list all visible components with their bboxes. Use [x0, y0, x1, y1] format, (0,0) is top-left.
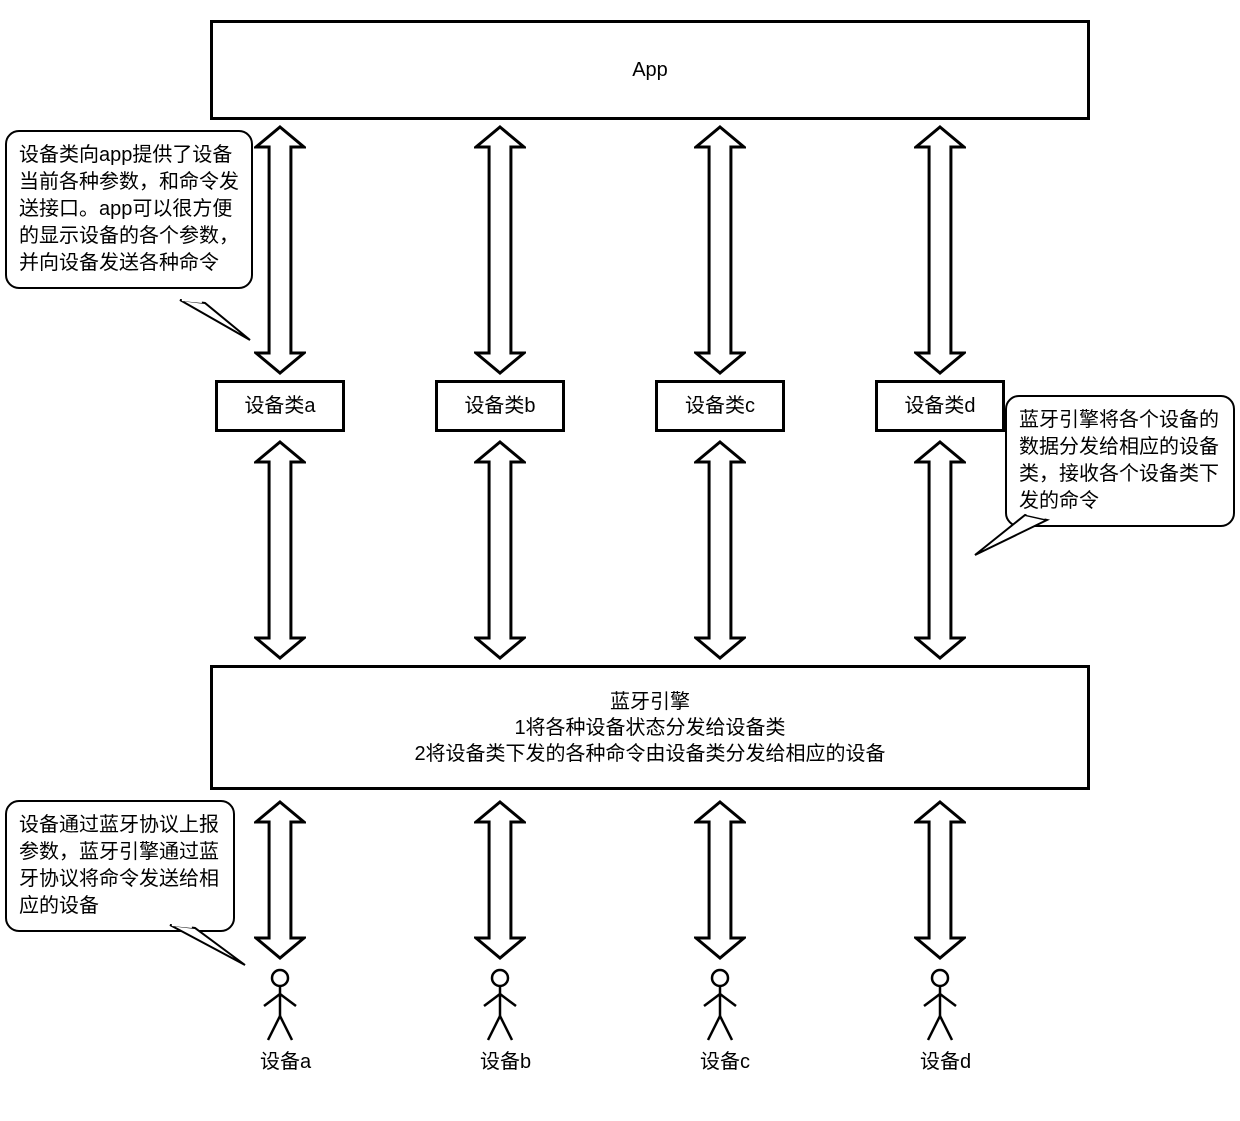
callout-bottom-left: 设备通过蓝牙协议上报参数，蓝牙引擎通过蓝牙协议将命令发送给相应的设备 [5, 800, 235, 932]
device-class-a-label: 设备类a [244, 393, 315, 419]
device-a-figure: 设备a [260, 968, 300, 1074]
engine-line1: 1将各种设备状态分发给设备类 [514, 715, 785, 741]
callout-top-left: 设备类向app提供了设备当前各种参数，和命令发送接口。app可以很方便的显示设备… [5, 130, 253, 289]
device-d-figure: 设备d [920, 968, 960, 1074]
device-class-c-label: 设备类c [685, 393, 755, 419]
device-c-figure: 设备c [700, 968, 740, 1074]
double-arrow [254, 125, 306, 375]
device-class-a: 设备类a [215, 380, 345, 432]
app-label: App [632, 57, 668, 83]
device-b-figure: 设备b [480, 968, 520, 1074]
double-arrow [914, 800, 966, 960]
engine-box: 蓝牙引擎 1将各种设备状态分发给设备类 2将设备类下发的各种命令由设备类分发给相… [210, 665, 1090, 790]
double-arrow [254, 800, 306, 960]
callout-bottom-left-text: 设备通过蓝牙协议上报参数，蓝牙引擎通过蓝牙协议将命令发送给相应的设备 [19, 814, 219, 917]
double-arrow [694, 125, 746, 375]
double-arrow [694, 440, 746, 660]
double-arrow [474, 440, 526, 660]
double-arrow [914, 125, 966, 375]
device-d-label: 设备d [920, 1045, 960, 1074]
device-b-label: 设备b [480, 1045, 520, 1074]
double-arrow [474, 125, 526, 375]
callout-top-left-text: 设备类向app提供了设备当前各种参数，和命令发送接口。app可以很方便的显示设备… [19, 144, 239, 274]
device-a-label: 设备a [260, 1045, 300, 1074]
callout-right: 蓝牙引擎将各个设备的数据分发给相应的设备类，接收各个设备类下发的命令 [1005, 395, 1235, 527]
double-arrow [474, 800, 526, 960]
callout-right-text: 蓝牙引擎将各个设备的数据分发给相应的设备类，接收各个设备类下发的命令 [1019, 409, 1219, 512]
double-arrow [254, 440, 306, 660]
device-class-c: 设备类c [655, 380, 785, 432]
engine-line2: 2将设备类下发的各种命令由设备类分发给相应的设备 [414, 741, 885, 767]
device-class-b: 设备类b [435, 380, 565, 432]
double-arrow [914, 440, 966, 660]
device-c-label: 设备c [700, 1045, 740, 1074]
double-arrow [694, 800, 746, 960]
device-class-d: 设备类d [875, 380, 1005, 432]
device-class-d-label: 设备类d [904, 393, 975, 419]
diagram-canvas: App 设备类向app提供了设备当前各种参数，和命令发送接口。app可以很方便的… [0, 0, 1240, 1121]
callout-right-tail [965, 510, 1065, 570]
app-box: App [210, 20, 1090, 120]
engine-title: 蓝牙引擎 [610, 689, 690, 715]
device-class-b-label: 设备类b [464, 393, 535, 419]
